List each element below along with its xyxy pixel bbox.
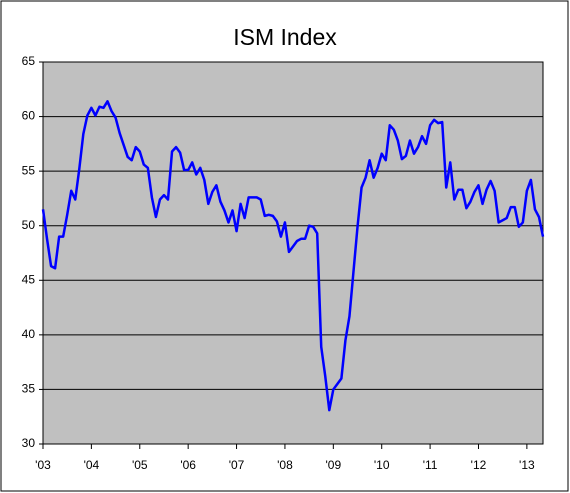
x-tick-label: '09 [326,458,342,472]
y-tick-label: 30 [22,436,36,450]
y-tick-label: 40 [22,327,36,341]
x-tick-label: '07 [229,458,245,472]
x-tick-label: '08 [277,458,293,472]
x-tick-label: '11 [423,458,438,472]
y-tick-label: 60 [22,109,36,123]
x-tick-label: '13 [519,458,535,472]
y-tick-label: 55 [22,163,36,177]
chart-title: ISM Index [233,24,337,50]
y-tick-label: 65 [22,54,36,68]
plot-area [43,62,543,444]
data-line [41,100,545,412]
y-tick-label: 45 [22,272,36,286]
plot-border [42,61,544,445]
y-tick-label: 50 [22,218,36,232]
x-tick-label: '04 [84,458,100,472]
x-tick-label: '03 [35,458,51,472]
y-tick-label: 35 [22,382,36,396]
x-tick-label: '05 [132,458,148,472]
x-tick-label: '06 [180,458,196,472]
x-tick-label: '10 [374,458,390,472]
x-tick-label: '12 [471,458,487,472]
